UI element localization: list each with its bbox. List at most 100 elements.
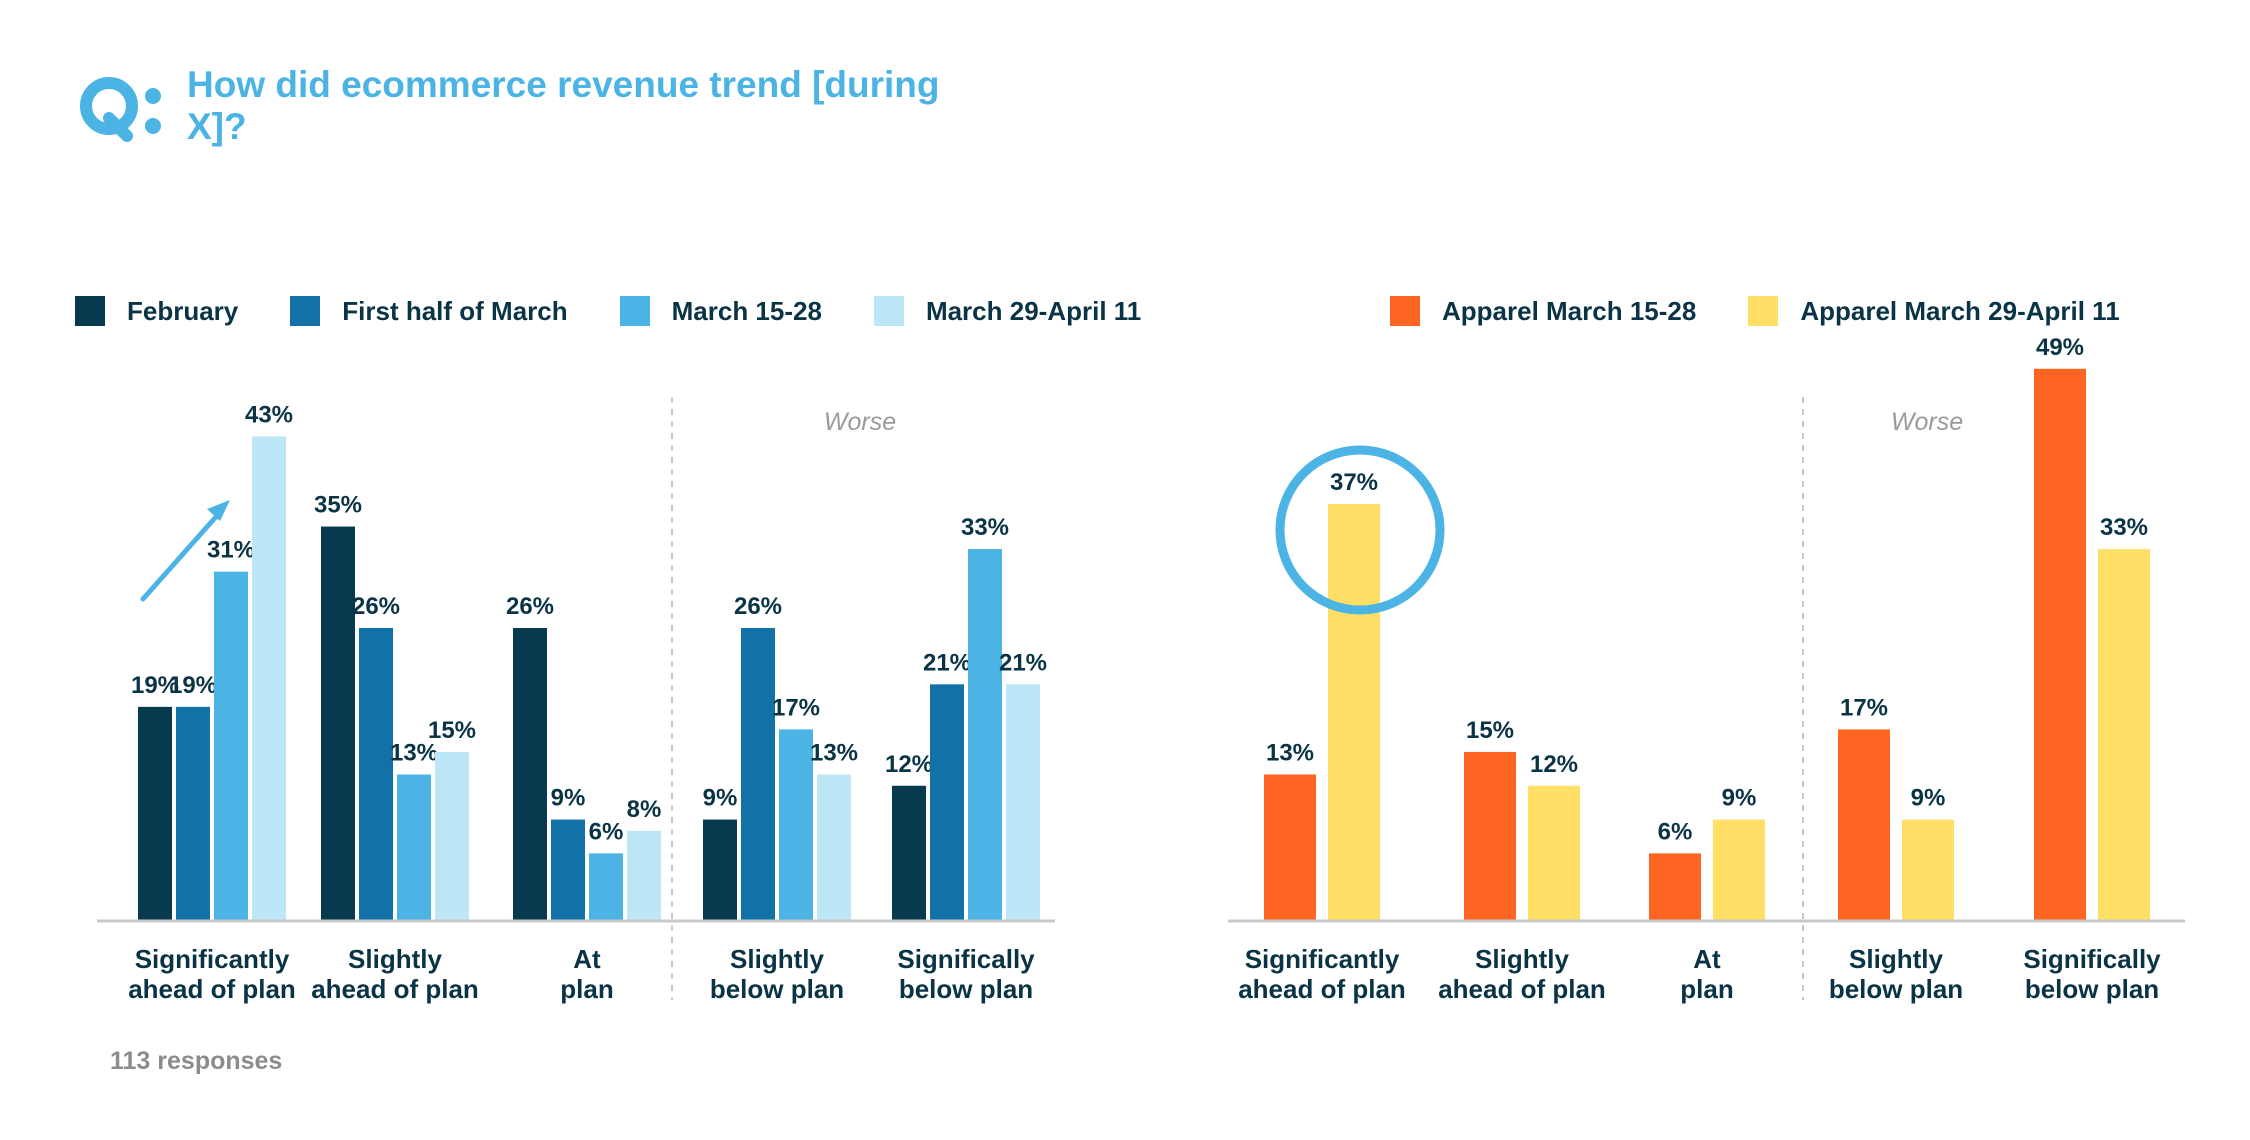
left-legend-item: First half of March	[290, 295, 568, 327]
left-legend-item: February	[75, 296, 238, 327]
bar	[817, 774, 851, 921]
trend-arrow-line	[140, 507, 225, 602]
category-label: Slightly	[1475, 944, 1569, 974]
category-label: below plan	[710, 974, 844, 1004]
bar-value-label: 19%	[131, 672, 179, 699]
bar	[1264, 774, 1316, 921]
bar	[138, 706, 172, 921]
category-label: ahead of plan	[311, 974, 479, 1004]
bar-value-label: 26%	[506, 593, 554, 620]
category-label: Significally	[897, 944, 1035, 974]
category-label: Slightly	[1849, 944, 1943, 974]
bar	[589, 853, 623, 921]
bar-value-label: 26%	[352, 593, 400, 620]
category-label: Slightly	[348, 944, 442, 974]
responses-footnote: 113 responses	[110, 1047, 283, 1075]
bar	[551, 819, 585, 921]
bar-value-label: 12%	[885, 751, 933, 778]
bar	[2034, 368, 2086, 921]
bar-value-label: 26%	[734, 593, 782, 620]
bar-value-label: 15%	[1466, 717, 1514, 744]
bar	[397, 774, 431, 921]
bar-value-label: 17%	[772, 694, 820, 721]
bar	[1528, 785, 1580, 921]
category-label: Significally	[2023, 944, 2161, 974]
bar-value-label: 21%	[923, 649, 971, 676]
bar	[513, 627, 547, 921]
bar	[321, 526, 355, 921]
left-legend-item: March 29-April 11	[873, 296, 1141, 327]
bar	[703, 819, 737, 921]
bar	[359, 627, 393, 921]
category-label: At	[1693, 944, 1721, 974]
bar-value-label: 37%	[1330, 469, 1378, 496]
chart-title: How did ecommerce revenue trend [during …	[187, 64, 940, 147]
bar	[1328, 504, 1380, 921]
legend-label: Apparel March 29-April 11	[1800, 295, 2120, 326]
category-label: Significantly	[1245, 944, 1400, 974]
bar	[1838, 729, 1890, 921]
bar	[2098, 549, 2150, 921]
bar-value-label: 13%	[390, 739, 438, 766]
legend-swatch	[290, 296, 321, 326]
worse-label: Worse	[1891, 408, 1963, 436]
bar-value-label: 9%	[551, 785, 586, 812]
left-legend-item: March 15-28	[619, 295, 822, 327]
legend-label: First half of March	[342, 295, 568, 326]
bar-value-label: 9%	[1911, 785, 1946, 812]
legend-right: Apparel March 15-28 Apparel March 29-Apri…	[1390, 293, 2172, 329]
category-label: Significantly	[135, 944, 290, 974]
bar-value-label: 49%	[2036, 334, 2084, 361]
category-label: Slightly	[730, 944, 824, 974]
highlight-circle	[1275, 445, 1445, 615]
bar	[214, 571, 248, 921]
bar	[176, 706, 210, 921]
q-logo-icon	[80, 77, 161, 142]
bar-value-label: 13%	[1266, 739, 1314, 766]
worse-label: Worse	[824, 408, 896, 436]
category-label: below plan	[1829, 974, 1963, 1004]
bar-value-label: 31%	[207, 537, 255, 564]
bar-value-label: 33%	[961, 514, 1009, 541]
category-label: below plan	[2025, 974, 2159, 1004]
bar	[252, 436, 286, 921]
bar	[779, 729, 813, 921]
category-label: ahead of plan	[128, 974, 296, 1004]
legend-left: February First half of March March 15-28 Ma…	[75, 293, 1193, 329]
bar	[1464, 751, 1516, 921]
bar-value-label: 33%	[2100, 514, 2148, 541]
trend-arrow-head	[207, 500, 230, 521]
legend-swatch	[75, 296, 105, 326]
right-legend-item: Apparel March 15-28	[1390, 296, 1696, 327]
legend-swatch	[1390, 296, 1420, 326]
category-label: At	[573, 944, 601, 974]
right-legend-item: Apparel March 29-April 11	[1748, 295, 2120, 327]
bar-value-label: 9%	[703, 785, 738, 812]
bar-value-label: 8%	[627, 796, 662, 823]
bar-value-label: 19%	[169, 672, 217, 699]
legend-label: February	[127, 295, 239, 326]
bar-value-label: 15%	[428, 717, 476, 744]
bar	[892, 785, 926, 921]
bar	[930, 684, 964, 921]
bar	[1713, 819, 1765, 921]
bar	[1649, 853, 1701, 921]
bar-value-label: 12%	[1530, 751, 1578, 778]
bar	[968, 549, 1002, 921]
category-label: below plan	[899, 974, 1033, 1004]
category-label: ahead of plan	[1438, 974, 1606, 1004]
bar-value-label: 13%	[810, 739, 858, 766]
bar	[741, 627, 775, 921]
bar	[1006, 684, 1040, 921]
bar	[1902, 819, 1954, 921]
bar-value-label: 6%	[589, 818, 624, 845]
bar	[435, 751, 469, 921]
legend-swatch	[619, 296, 650, 326]
category-label: plan	[560, 974, 613, 1004]
category-label: plan	[1680, 974, 1733, 1004]
legend-swatch	[873, 296, 904, 326]
legend-label: March 15-28	[671, 295, 822, 326]
bar-value-label: 43%	[245, 401, 293, 428]
category-label: ahead of plan	[1238, 974, 1406, 1004]
